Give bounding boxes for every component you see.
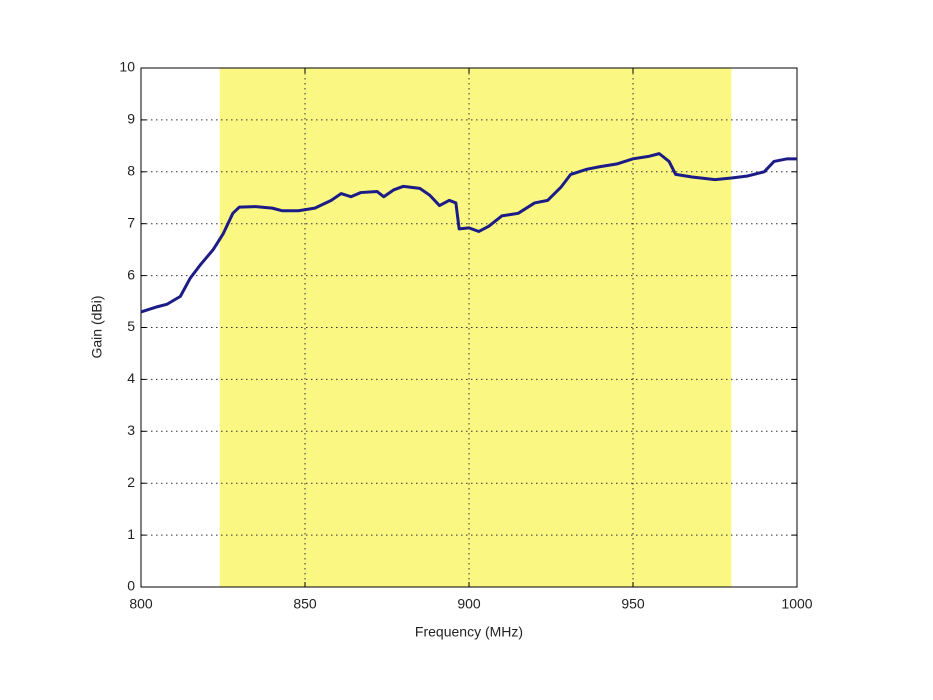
x-tick-label: 1000	[781, 596, 812, 612]
y-tick-label: 2	[127, 474, 135, 490]
x-tick-label: 950	[621, 596, 645, 612]
y-tick-label: 4	[127, 370, 135, 386]
data-line	[140, 152, 797, 314]
y-axis-label: Gain (dBi)	[89, 295, 105, 358]
y-tick-label: 7	[127, 214, 135, 230]
y-tick-label: 1	[127, 526, 135, 542]
plot-frame	[140, 67, 798, 588]
y-tick-label: 5	[127, 318, 135, 334]
x-tick-label: 850	[293, 596, 317, 612]
y-tick-label: 10	[119, 59, 135, 75]
y-tick-label: 6	[127, 266, 135, 282]
y-tick-label: 8	[127, 163, 135, 179]
x-tick-label: 800	[129, 596, 153, 612]
y-tick-label: 9	[127, 111, 135, 127]
y-tick-label: 0	[127, 578, 135, 594]
y-tick-label: 3	[127, 422, 135, 438]
x-tick-label: 900	[457, 596, 481, 612]
x-axis-label: Frequency (MHz)	[415, 624, 523, 640]
